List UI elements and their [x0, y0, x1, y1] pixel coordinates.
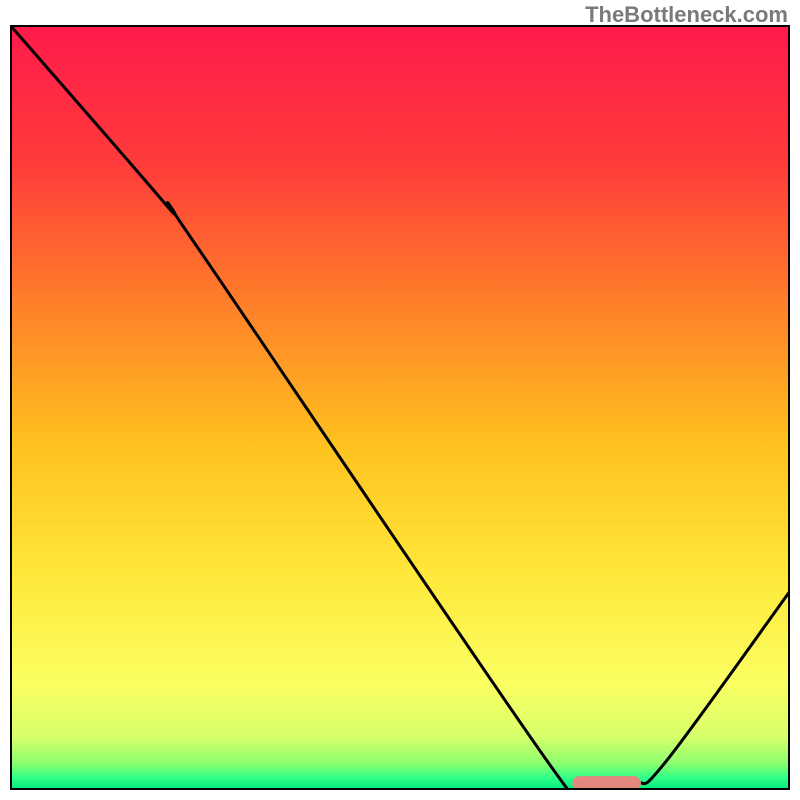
- chart-frame: TheBottleneck.com: [0, 0, 800, 800]
- bottleneck-chart: [10, 25, 790, 790]
- gradient-background: [10, 25, 790, 790]
